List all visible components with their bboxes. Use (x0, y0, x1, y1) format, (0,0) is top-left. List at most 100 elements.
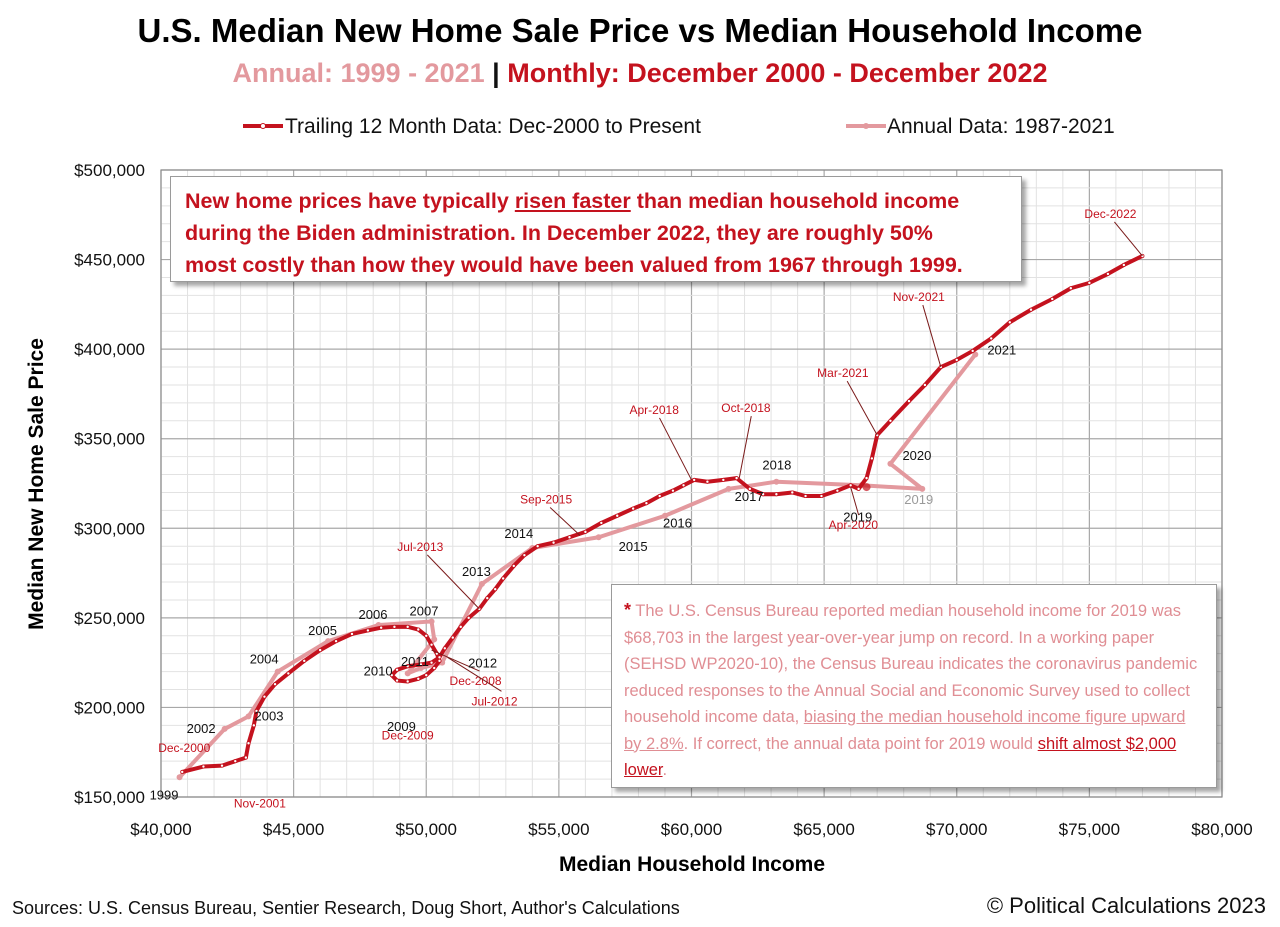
monthly-point (954, 357, 959, 362)
monthly-point (790, 490, 795, 495)
x-tick-label: $60,000 (661, 820, 722, 839)
annotation-annual-label: 2009 (387, 719, 416, 734)
annotation-annual-label: 2011 (401, 654, 429, 669)
annotation-leader (659, 417, 692, 481)
annotation-annual-label: 2016 (663, 516, 692, 531)
annotation-annual-label: 2010 (364, 663, 393, 678)
monthly-point (405, 624, 410, 629)
annotation-monthly-label: Oct-2018 (721, 401, 771, 415)
monthly-point (721, 477, 726, 482)
annual-point (661, 512, 668, 519)
monthly-point (201, 764, 206, 769)
annotation-annual-label: 2019 (843, 509, 872, 524)
monthly-point (835, 488, 840, 493)
x-axis-title: Median Household Income (559, 853, 825, 876)
annotation-monthly-label: Dec-2009 (382, 728, 434, 742)
chart-title: U.S. Median New Home Sale Price vs Media… (137, 12, 1143, 49)
monthly-point (501, 576, 506, 581)
callout-top-line3: most costly than how they would have bee… (185, 253, 963, 277)
x-tick-label: $40,000 (130, 820, 191, 839)
callout-top-line1-pre: New home prices have typically (185, 189, 515, 213)
annotation-leader (426, 554, 480, 610)
annotation-annual-label: 2004 (250, 652, 279, 667)
axes (160, 169, 1223, 798)
monthly-point (761, 492, 766, 497)
monthly-point (1105, 271, 1110, 276)
point-annotations: Dec-2000 Nov-2001 Dec-2008 Jul-2012 Dec-2009… (150, 207, 1143, 811)
copyright-footer: © Political Calculations 2023 (986, 893, 1266, 918)
monthly-point (254, 709, 259, 714)
callout-top: New home prices have typically risen fas… (170, 176, 1022, 282)
monthly-point (535, 544, 540, 549)
monthly-point (392, 624, 397, 629)
annual-point (274, 668, 281, 675)
monthly-point (273, 682, 278, 687)
monthly-point (644, 501, 649, 506)
monthly-point (405, 664, 410, 669)
callout-top-line2: during the Biden administration. In Dece… (185, 221, 933, 245)
monthly-point (631, 506, 636, 511)
monthly-point (395, 667, 400, 672)
y-tick-labels: $150,000 $200,000 $250,000 $300,000 $350,000… (74, 161, 145, 807)
monthly-point (379, 625, 384, 630)
annual-point (478, 580, 485, 587)
annotation-monthly-label: Jul-2013 (397, 540, 443, 554)
monthly-point (747, 486, 752, 491)
monthly-point (220, 763, 225, 768)
annual-point (595, 534, 602, 541)
monthly-point (681, 483, 686, 488)
monthly-point (803, 494, 808, 499)
x-tick-label: $50,000 (396, 820, 457, 839)
monthly-point (511, 563, 516, 568)
monthly-point (437, 658, 442, 663)
annotation-monthly-label: Dec-2022 (1084, 207, 1136, 221)
annotation-revised-label: 2019 (904, 492, 933, 507)
monthly-point (705, 479, 710, 484)
x-tick-label: $75,000 (1059, 820, 1120, 839)
annotation-leader (846, 380, 878, 436)
monthly-point (180, 769, 185, 774)
annotation-leader (447, 656, 502, 692)
monthly-point (466, 615, 471, 620)
callout-note-text2: . If correct, the annual data point for … (683, 734, 1038, 753)
monthly-point (864, 476, 869, 481)
subtitle-monthly: Monthly: December 2000 - December 2022 (507, 58, 1048, 88)
x-tick-label: $70,000 (926, 820, 987, 839)
series-lines (176, 253, 1145, 781)
monthly-point (458, 624, 463, 629)
monthly-point (888, 418, 893, 423)
callout-note: * The U.S. Census Bureau reported median… (611, 584, 1217, 788)
monthly-point (774, 492, 779, 497)
annual-point (428, 618, 435, 625)
monthly-point (970, 348, 975, 353)
annotation-leader (431, 649, 480, 672)
monthly-point (349, 631, 354, 636)
legend: Trailing 12 Month Data: Dec-2000 to Pres… (243, 115, 1115, 138)
callout-top-underlined: risen faster (514, 189, 631, 213)
annotation-monthly-label: Dec-2008 (450, 674, 502, 688)
subtitle-annual: Annual: 1999 - 2021 (232, 58, 485, 88)
x-tick-labels: $40,000 $45,000 $50,000 $55,000 $60,000 $65,0… (130, 820, 1252, 839)
annotation-annual-label: 2006 (359, 607, 388, 622)
y-tick-label: $350,000 (74, 430, 145, 449)
annotation-annual-label: 1999 (150, 787, 179, 802)
monthly-point (365, 628, 370, 633)
monthly-point (1029, 307, 1034, 312)
y-tick-label: $300,000 (74, 519, 145, 538)
annotation-monthly-label: Apr-2020 (829, 518, 879, 532)
annual-point (972, 351, 979, 358)
monthly-point (692, 477, 697, 482)
monthly-point (819, 494, 824, 499)
monthly-point (251, 723, 256, 728)
annotation-annual-label: 2005 (308, 623, 337, 638)
annotation-leader (1114, 221, 1143, 257)
monthly-point (416, 627, 421, 632)
annotation-annual-label: 2012 (468, 655, 497, 670)
annotation-monthly-label: Apr-2018 (630, 403, 680, 417)
annotation-monthly-label: Nov-2021 (893, 290, 945, 304)
x-tick-label: $55,000 (528, 820, 589, 839)
x-tick-label: $45,000 (263, 820, 324, 839)
legend-marker-annual (863, 123, 869, 129)
annual-point (404, 670, 411, 677)
monthly-point (424, 673, 429, 678)
